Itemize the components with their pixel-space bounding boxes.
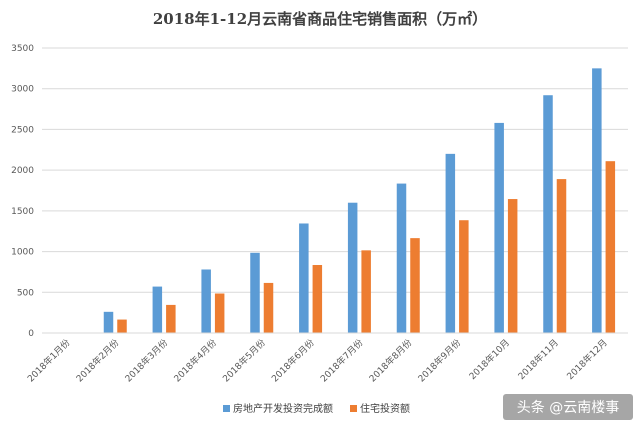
y-tick-label: 2000 — [11, 166, 34, 176]
bar-residential — [507, 199, 518, 333]
bar-residential — [263, 282, 274, 333]
gridlines — [42, 47, 628, 334]
y-tick-label: 1000 — [11, 248, 34, 258]
bar-investment — [347, 202, 358, 333]
y-tick-label: 2500 — [11, 125, 34, 135]
bar-investment — [396, 183, 407, 333]
x-tick-label: 2018年4月份 — [171, 337, 219, 385]
bar-investment — [445, 153, 456, 333]
bar-investment — [494, 122, 504, 334]
y-tick-label: 1500 — [11, 207, 34, 217]
chart-title: 2018年1-12月云南省商品住宅销售面积（万㎡） — [153, 10, 487, 28]
y-tick-label: 3000 — [11, 85, 34, 95]
bar-investment — [201, 269, 211, 333]
y-tick-label: 3500 — [11, 44, 34, 54]
x-tick-label: 2018年3月份 — [122, 337, 170, 385]
bar-residential — [556, 179, 567, 333]
legend-label-investment: 房地产开发投资完成额 — [233, 402, 333, 415]
y-tick-label: 0 — [28, 329, 34, 339]
x-tick-label: 2018年1月份 — [25, 337, 73, 385]
x-axis: 2018年1月份 2018年2月份 2018年3月份 2018年4月份 2018年5月份… — [25, 332, 628, 385]
bar-residential — [410, 238, 420, 333]
bar-investment — [592, 68, 602, 333]
x-tick-label: 2018年6月份 — [269, 337, 317, 385]
bar-investment — [299, 223, 309, 333]
x-tick-label: 2018年9月份 — [415, 337, 463, 385]
bar-residential — [361, 250, 371, 333]
bars — [103, 68, 616, 334]
watermark: 头条 @云南楼事 — [503, 394, 633, 420]
bar-residential — [312, 265, 323, 333]
x-tick-label: 2018年7月份 — [318, 337, 366, 385]
x-tick-label: 2018年2月份 — [74, 337, 122, 385]
bar-residential — [605, 161, 616, 333]
legend-swatch-residential — [350, 405, 357, 412]
bar-investment — [103, 311, 114, 333]
y-tick-label: 500 — [17, 288, 34, 298]
bar-residential — [214, 293, 225, 333]
x-tick-label: 2018年10月 — [467, 337, 513, 383]
x-tick-label: 2018年8月份 — [367, 337, 415, 385]
x-tick-label: 2018年12月 — [564, 337, 610, 383]
bar-residential — [117, 319, 127, 333]
legend-swatch-investment — [223, 405, 230, 412]
legend-label-residential: 住宅投资额 — [360, 402, 410, 415]
x-tick-label: 2018年11月 — [515, 337, 561, 383]
x-tick-label: 2018年5月份 — [220, 337, 268, 385]
y-axis: 0 500 1000 1500 2000 2500 3000 3500 — [11, 44, 34, 339]
legend: 房地产开发投资完成额 住宅投资额 — [223, 402, 410, 415]
bar-investment — [152, 286, 163, 333]
bar-residential — [459, 220, 469, 333]
bar-investment — [250, 252, 260, 333]
bar-residential — [166, 304, 176, 333]
watermark-text: 头条 @云南楼事 — [517, 399, 619, 416]
bar-investment — [543, 95, 553, 333]
